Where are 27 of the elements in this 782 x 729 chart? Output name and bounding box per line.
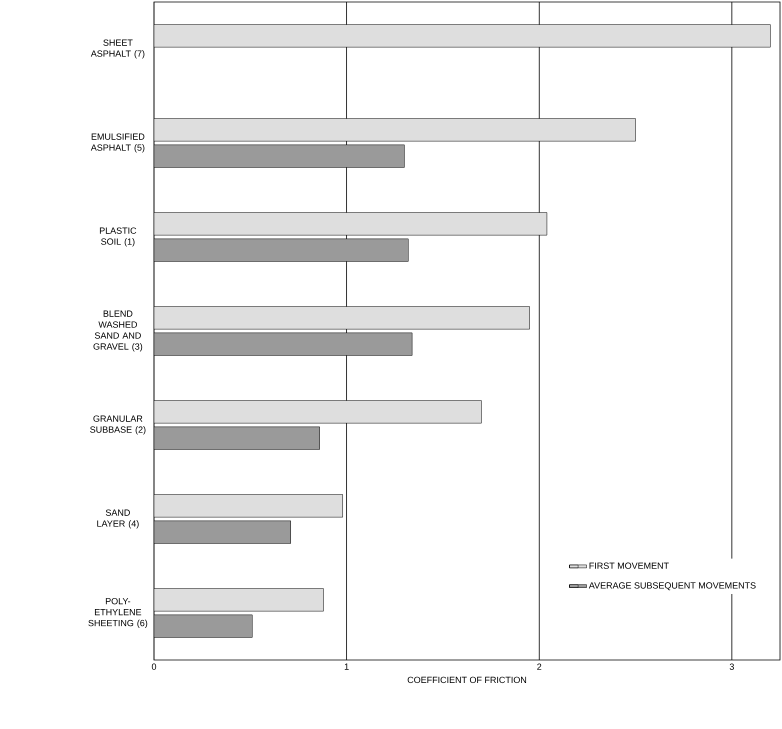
bar	[154, 614, 252, 638]
x-tick-label: 1	[344, 664, 349, 670]
bar	[154, 520, 292, 544]
y-tick-label: SHEET ASPHALT (7)	[90, 39, 144, 59]
x-tick-label: 2	[537, 664, 542, 670]
bar	[154, 212, 548, 236]
legend-label: AVERAGE SUBSEQUENT MOVEMENTS	[588, 582, 756, 590]
bar	[154, 118, 636, 142]
y-tick-label: BLEND WASHED SAND AND GRAVEL (3)	[94, 310, 142, 352]
legend-label: FIRST MOVEMENT	[590, 562, 669, 569]
x-tick-label: 0	[152, 664, 156, 670]
bar	[154, 332, 412, 356]
bar	[154, 400, 482, 424]
x-tick-label: 3	[730, 664, 734, 670]
x-axis-title: COEFFICIENT OF FRICTION	[408, 676, 526, 684]
y-tick-label: GRANULAR SUBBASE (2)	[90, 415, 146, 435]
bar	[154, 238, 409, 262]
bar	[154, 24, 771, 48]
y-tick-label: SAND LAYER (4)	[97, 509, 139, 529]
bar	[154, 426, 320, 450]
bar	[154, 588, 324, 612]
y-tick-label: POLY-ETHYLENE SHEETING (6)	[88, 598, 148, 628]
bar	[154, 306, 530, 330]
bar	[154, 144, 405, 168]
y-tick-label: EMULSIFIED ASPHALT (5)	[90, 133, 144, 153]
bar	[154, 494, 344, 518]
y-tick-label: PLASTIC SOIL (1)	[100, 227, 136, 247]
